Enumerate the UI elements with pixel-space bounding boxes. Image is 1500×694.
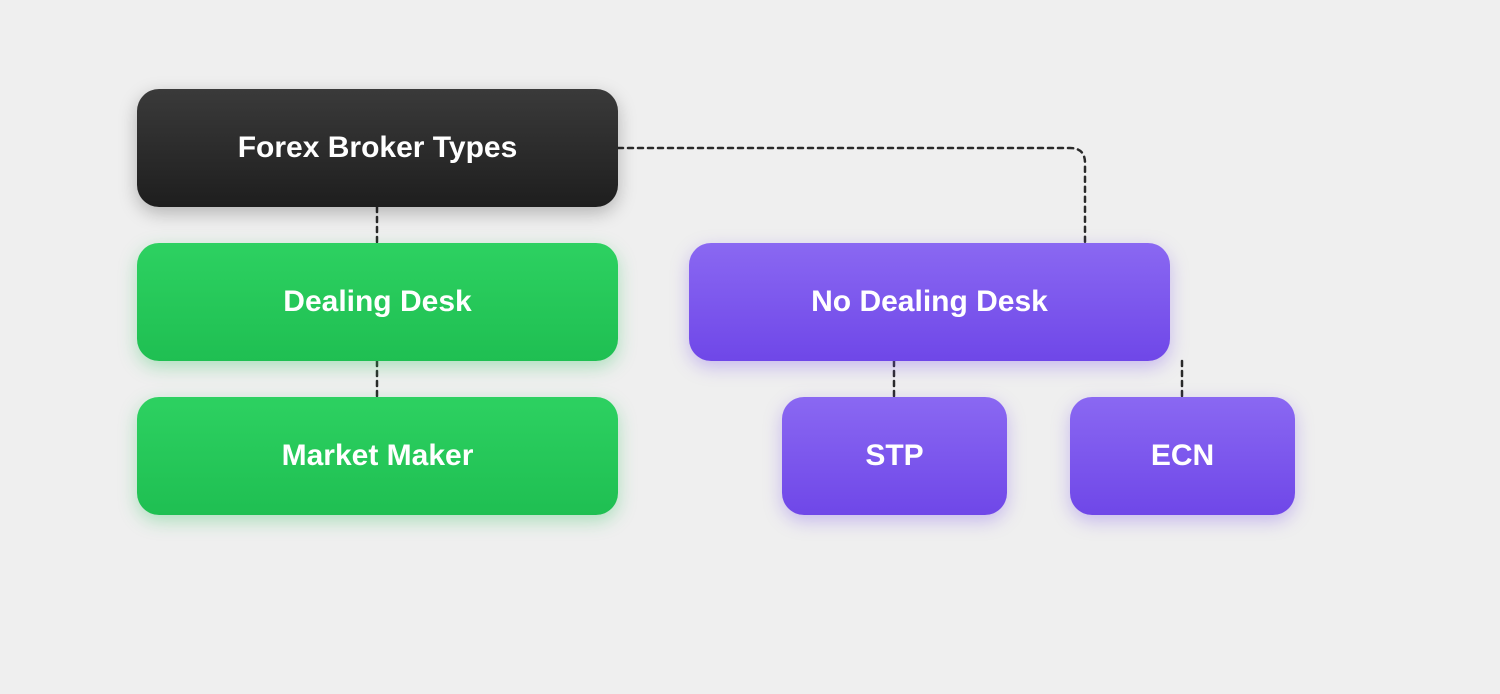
node-label: STP [865, 439, 923, 473]
node-ecn: ECN [1070, 397, 1295, 515]
node-label: No Dealing Desk [811, 285, 1048, 319]
node-label: Dealing Desk [283, 285, 471, 319]
node-label: Market Maker [282, 439, 474, 473]
node-label: ECN [1151, 439, 1214, 473]
node-no-dealing: No Dealing Desk [689, 243, 1170, 361]
diagram-canvas: Forex Broker Types Dealing Desk Market Mak… [0, 0, 1500, 694]
node-label: Forex Broker Types [238, 131, 518, 165]
node-market-maker: Market Maker [137, 397, 618, 515]
node-dealing: Dealing Desk [137, 243, 618, 361]
edge-root-to-no-dealing [618, 148, 1085, 243]
node-root: Forex Broker Types [137, 89, 618, 207]
node-stp: STP [782, 397, 1007, 515]
